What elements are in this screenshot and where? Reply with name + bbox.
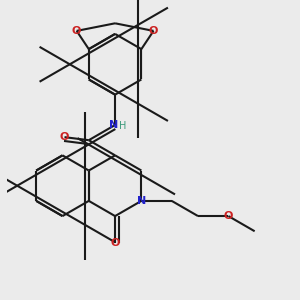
Text: N: N: [109, 120, 118, 130]
Text: O: O: [110, 238, 120, 248]
Text: N: N: [137, 196, 146, 206]
Text: O: O: [149, 26, 158, 36]
Text: O: O: [72, 26, 81, 36]
Text: O: O: [60, 132, 69, 142]
Text: O: O: [224, 211, 233, 221]
Text: H: H: [119, 121, 127, 131]
